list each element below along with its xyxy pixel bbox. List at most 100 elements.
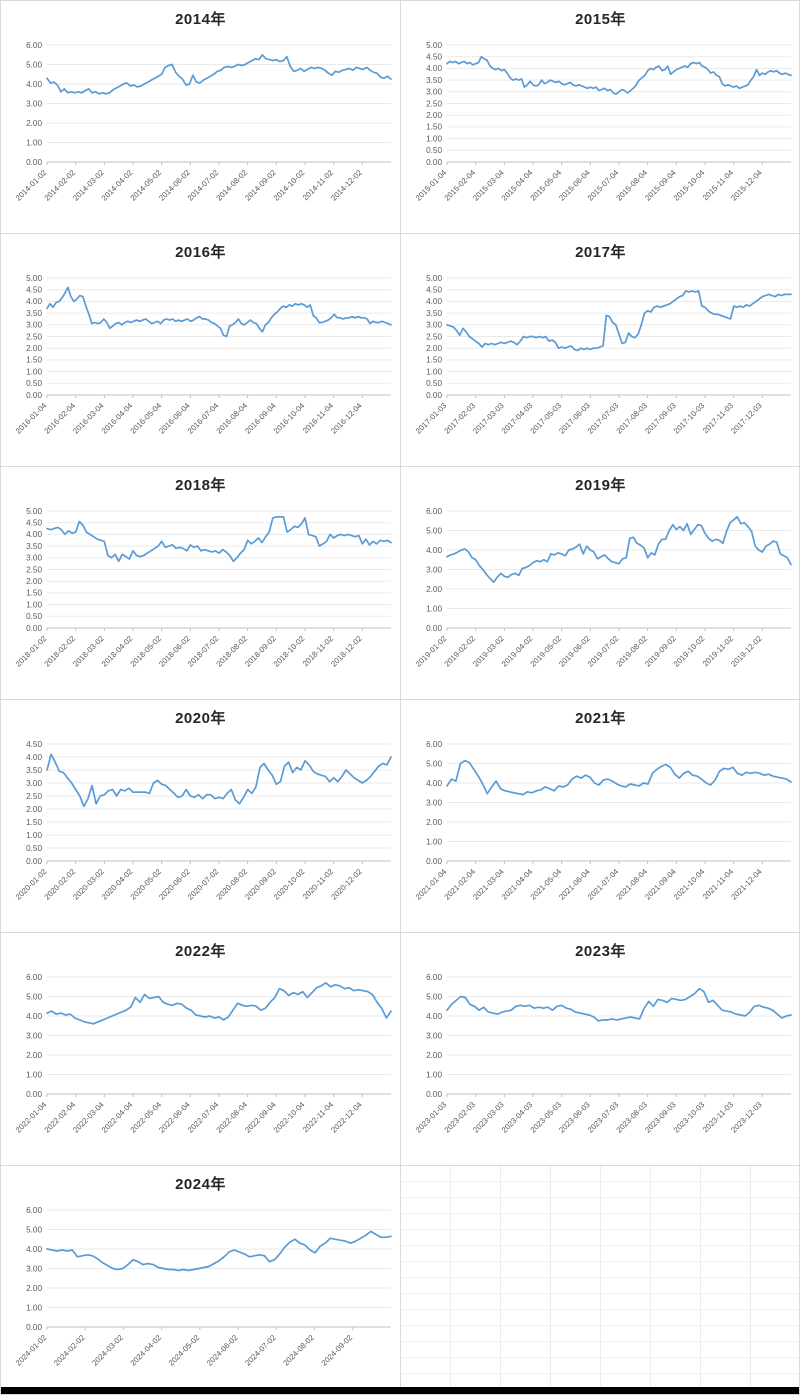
svg-text:3.50: 3.50 bbox=[26, 766, 42, 775]
chart-title-2023: 2023年 bbox=[575, 943, 626, 960]
svg-text:3.00: 3.00 bbox=[26, 99, 42, 108]
line-chart-2022: 0.001.002.003.004.005.006.002022-01-0420… bbox=[14, 973, 392, 1135]
svg-text:2.50: 2.50 bbox=[26, 332, 42, 341]
svg-text:2.00: 2.00 bbox=[26, 805, 42, 814]
svg-text:2.00: 2.00 bbox=[426, 818, 442, 827]
svg-text:3.00: 3.00 bbox=[26, 321, 42, 330]
svg-text:2.00: 2.00 bbox=[426, 111, 442, 120]
svg-text:1.50: 1.50 bbox=[26, 818, 42, 827]
svg-text:2022-12-04: 2022-12-04 bbox=[329, 1100, 364, 1135]
svg-text:3.00: 3.00 bbox=[426, 1031, 442, 1040]
svg-text:2024-08-02: 2024-08-02 bbox=[281, 1333, 316, 1368]
svg-text:2.00: 2.00 bbox=[26, 1051, 42, 1060]
svg-text:0.00: 0.00 bbox=[426, 624, 442, 633]
svg-text:2018-12-02: 2018-12-02 bbox=[329, 634, 364, 669]
chart-panel-2020: 2020年 0.00 0.50 1.00 1.50 2.00 2.50 3.00 3.50 4.… bbox=[1, 700, 401, 933]
svg-text:0.50: 0.50 bbox=[26, 612, 42, 621]
svg-text:2016-12-04: 2016-12-04 bbox=[329, 401, 364, 436]
svg-text:5.00: 5.00 bbox=[426, 274, 442, 283]
svg-text:2.50: 2.50 bbox=[426, 99, 442, 108]
svg-text:5.00: 5.00 bbox=[426, 41, 442, 50]
svg-text:0.00: 0.00 bbox=[26, 391, 42, 400]
svg-text:4.00: 4.00 bbox=[426, 297, 442, 306]
svg-text:1.00: 1.00 bbox=[26, 1070, 42, 1079]
svg-text:0.00: 0.00 bbox=[426, 158, 442, 167]
svg-text:2.50: 2.50 bbox=[426, 332, 442, 341]
svg-text:0.00: 0.00 bbox=[26, 1323, 42, 1332]
line-chart-2017: 0.00 0.50 1.00 1.50 2.00 2.50 3.00 3.50 4.00 4.50… bbox=[414, 274, 792, 436]
svg-text:4.00: 4.00 bbox=[426, 546, 442, 555]
svg-text:4.00: 4.00 bbox=[26, 1012, 42, 1021]
chart-title-2016: 2016年 bbox=[175, 244, 226, 261]
svg-text:2.00: 2.00 bbox=[26, 119, 42, 128]
svg-text:6.00: 6.00 bbox=[26, 973, 42, 982]
line-chart-2023: 0.001.002.003.004.005.006.002023-01-0320… bbox=[414, 973, 792, 1135]
svg-text:3.00: 3.00 bbox=[426, 321, 442, 330]
svg-text:0.50: 0.50 bbox=[26, 379, 42, 388]
bottom-black-bar bbox=[1, 1387, 799, 1394]
svg-text:1.00: 1.00 bbox=[26, 600, 42, 609]
svg-text:2020-12-02: 2020-12-02 bbox=[329, 867, 364, 902]
chart-title-2021: 2021年 bbox=[575, 710, 626, 727]
chart-panel-2014: 2014年 0.00 1.00 2.00 3.00 4.00 5.00 6.00 2014-0… bbox=[1, 1, 401, 234]
svg-text:2.00: 2.00 bbox=[426, 585, 442, 594]
line-chart-2020: 0.00 0.50 1.00 1.50 2.00 2.50 3.00 3.50 4.00 4.50… bbox=[14, 740, 392, 902]
svg-text:4.00: 4.00 bbox=[426, 779, 442, 788]
line-chart-2014: 0.001.002.003.004.005.006.002014-01-0220… bbox=[14, 41, 392, 203]
svg-text:3.00: 3.00 bbox=[26, 1264, 42, 1273]
svg-text:4.00: 4.00 bbox=[26, 530, 42, 539]
line-chart-2016: 0.00 0.50 1.00 1.50 2.00 2.50 3.00 3.50 4.00 4.50… bbox=[14, 274, 392, 436]
chart-panel-2024: 2024年 0.00 1.00 2.00 3.00 4.00 5.00 6.00 2024-0… bbox=[1, 1166, 401, 1394]
svg-text:2.50: 2.50 bbox=[26, 792, 42, 801]
svg-text:1.00: 1.00 bbox=[26, 831, 42, 840]
svg-text:2023-12-03: 2023-12-03 bbox=[729, 1100, 764, 1135]
svg-text:1.00: 1.00 bbox=[426, 134, 442, 143]
svg-text:2017-12-03: 2017-12-03 bbox=[729, 401, 764, 436]
svg-text:1.50: 1.50 bbox=[426, 356, 442, 365]
svg-text:2.00: 2.00 bbox=[26, 1284, 42, 1293]
chart-title-2022: 2022年 bbox=[175, 943, 226, 960]
svg-text:2024-01-02: 2024-01-02 bbox=[14, 1333, 49, 1368]
svg-text:6.00: 6.00 bbox=[426, 973, 442, 982]
svg-text:2014-12-02: 2014-12-02 bbox=[329, 168, 364, 203]
chart-panel-2021: 2021年 0.00 1.00 2.00 3.00 4.00 5.00 6.00 2021-0… bbox=[401, 700, 799, 933]
svg-text:0.00: 0.00 bbox=[26, 158, 42, 167]
svg-text:2015-12-04: 2015-12-04 bbox=[729, 168, 764, 203]
svg-text:6.00: 6.00 bbox=[26, 1206, 42, 1215]
svg-text:5.00: 5.00 bbox=[26, 274, 42, 283]
chart-panel-2018: 2018年 0.00 0.50 1.00 1.50 2.00 2.50 3.00 3.50 4.… bbox=[1, 467, 401, 700]
line-chart-2021: 0.001.002.003.004.005.006.002021-01-0420… bbox=[414, 740, 792, 902]
chart-title-2019: 2019年 bbox=[575, 477, 626, 494]
svg-text:6.00: 6.00 bbox=[26, 41, 42, 50]
svg-text:3.00: 3.00 bbox=[426, 88, 442, 97]
svg-text:1.50: 1.50 bbox=[26, 356, 42, 365]
line-chart-2018: 0.00 0.50 1.00 1.50 2.00 2.50 3.00 3.50 4.00 4.50… bbox=[14, 507, 392, 669]
svg-text:1.00: 1.00 bbox=[426, 1070, 442, 1079]
svg-text:3.00: 3.00 bbox=[26, 779, 42, 788]
chart-panel-2017: 2017年 0.00 0.50 1.00 1.50 2.00 2.50 3.00 3.50 4.… bbox=[401, 234, 799, 467]
svg-text:3.50: 3.50 bbox=[26, 309, 42, 318]
svg-text:4.00: 4.00 bbox=[26, 80, 42, 89]
chart-title-2020: 2020年 bbox=[175, 710, 226, 727]
svg-text:0.00: 0.00 bbox=[26, 1090, 42, 1099]
svg-text:4.50: 4.50 bbox=[426, 286, 442, 295]
svg-text:5.00: 5.00 bbox=[26, 992, 42, 1001]
svg-text:2.00: 2.00 bbox=[26, 344, 42, 353]
svg-text:0.50: 0.50 bbox=[426, 146, 442, 155]
svg-text:5.00: 5.00 bbox=[426, 992, 442, 1001]
svg-text:2.00: 2.00 bbox=[26, 577, 42, 586]
svg-text:3.50: 3.50 bbox=[426, 76, 442, 85]
svg-text:1.00: 1.00 bbox=[426, 837, 442, 846]
svg-text:5.00: 5.00 bbox=[26, 1225, 42, 1234]
svg-text:0.50: 0.50 bbox=[26, 844, 42, 853]
svg-text:2024-05-02: 2024-05-02 bbox=[167, 1333, 202, 1368]
svg-text:3.50: 3.50 bbox=[26, 542, 42, 551]
svg-text:0.50: 0.50 bbox=[426, 379, 442, 388]
chart-title-2024: 2024年 bbox=[175, 1176, 226, 1193]
svg-text:3.00: 3.00 bbox=[26, 554, 42, 563]
chart-title-2018: 2018年 bbox=[175, 477, 226, 494]
svg-text:5.00: 5.00 bbox=[426, 526, 442, 535]
svg-text:4.00: 4.00 bbox=[26, 1245, 42, 1254]
svg-text:0.00: 0.00 bbox=[426, 857, 442, 866]
